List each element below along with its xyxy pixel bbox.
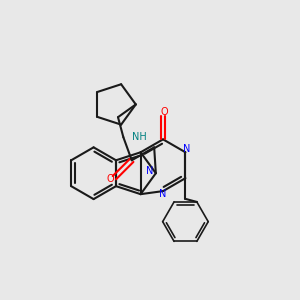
Text: N: N xyxy=(146,166,154,176)
Text: O: O xyxy=(106,174,114,184)
Text: NH: NH xyxy=(132,131,146,142)
Text: N: N xyxy=(159,189,167,200)
Text: N: N xyxy=(183,144,190,154)
Text: O: O xyxy=(161,107,169,117)
